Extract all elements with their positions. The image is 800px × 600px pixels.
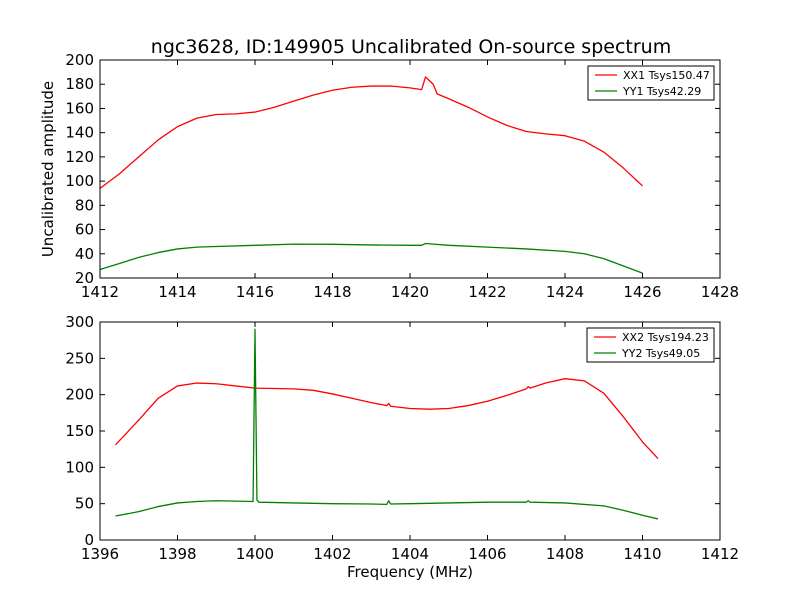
x-tick-label: 1414	[158, 283, 196, 301]
x-tick-label: 1404	[391, 545, 429, 563]
x-tick-label: 1408	[546, 545, 584, 563]
x-tick-label: 1420	[391, 283, 429, 301]
x-tick-label: 1412	[701, 545, 739, 563]
y-tick-label: 150	[65, 422, 94, 440]
y-tick-label: 80	[75, 196, 94, 214]
legend-label: XX1 Tsys150.47	[623, 69, 710, 82]
legend-label: YY1 Tsys42.29	[622, 85, 701, 98]
y-tick-label: 200	[65, 386, 94, 404]
bottom-x-axis-label: Frequency (MHz)	[347, 563, 473, 581]
y-tick-label: 0	[84, 531, 94, 549]
y-tick-label: 20	[75, 269, 94, 287]
y-tick-label: 180	[65, 75, 94, 93]
x-tick-label: 1422	[468, 283, 506, 301]
y-tick-label: 40	[75, 245, 94, 263]
x-tick-label: 1426	[623, 283, 661, 301]
legend-box	[586, 327, 715, 363]
y-tick-label: 250	[65, 349, 94, 367]
y-tick-label: 160	[65, 99, 94, 117]
x-tick-label: 1396	[81, 545, 119, 563]
x-tick-label: 1416	[236, 283, 274, 301]
y-tick-label: 50	[75, 495, 94, 513]
x-tick-label: 1418	[313, 283, 351, 301]
x-tick-label: 1398	[158, 545, 196, 563]
x-tick-label: 1406	[468, 545, 506, 563]
series-line-yy1	[99, 242, 643, 274]
x-tick-label: 1402	[313, 545, 351, 563]
top-panel: 1412 1414 1416 1418 1420 1422 1424 1426 1428 20 40…	[65, 51, 739, 301]
legend-label: YY2 Tsys49.05	[621, 347, 700, 360]
x-tick-label: 1412	[81, 283, 119, 301]
y-tick-label: 300	[65, 313, 94, 331]
y-tick-label: 100	[65, 458, 94, 476]
legend-label: XX2 Tsys194.23	[622, 331, 709, 344]
legend-box	[587, 65, 715, 101]
y-tick-label: 140	[65, 124, 94, 142]
series-line-xx2	[115, 378, 659, 460]
x-tick-label: 1410	[623, 545, 661, 563]
x-tick-label: 1424	[546, 283, 584, 301]
series-line-yy2	[115, 328, 659, 520]
bottom-panel: 1396 1398 1400 1402 1404 1406 1408 1410 1412 0 50 1…	[65, 313, 739, 563]
top-y-axis-label: Uncalibrated amplitude	[39, 81, 57, 257]
chart-title: ngc3628, ID:149905 Uncalibrated On-sourc…	[151, 36, 671, 58]
y-tick-label: 60	[75, 221, 94, 239]
y-tick-label: 120	[65, 148, 94, 166]
y-tick-label: 200	[65, 51, 94, 69]
y-tick-label: 100	[65, 172, 94, 190]
x-tick-label: 1400	[236, 545, 274, 563]
x-tick-label: 1428	[701, 283, 739, 301]
series-line-xx1	[99, 76, 643, 189]
